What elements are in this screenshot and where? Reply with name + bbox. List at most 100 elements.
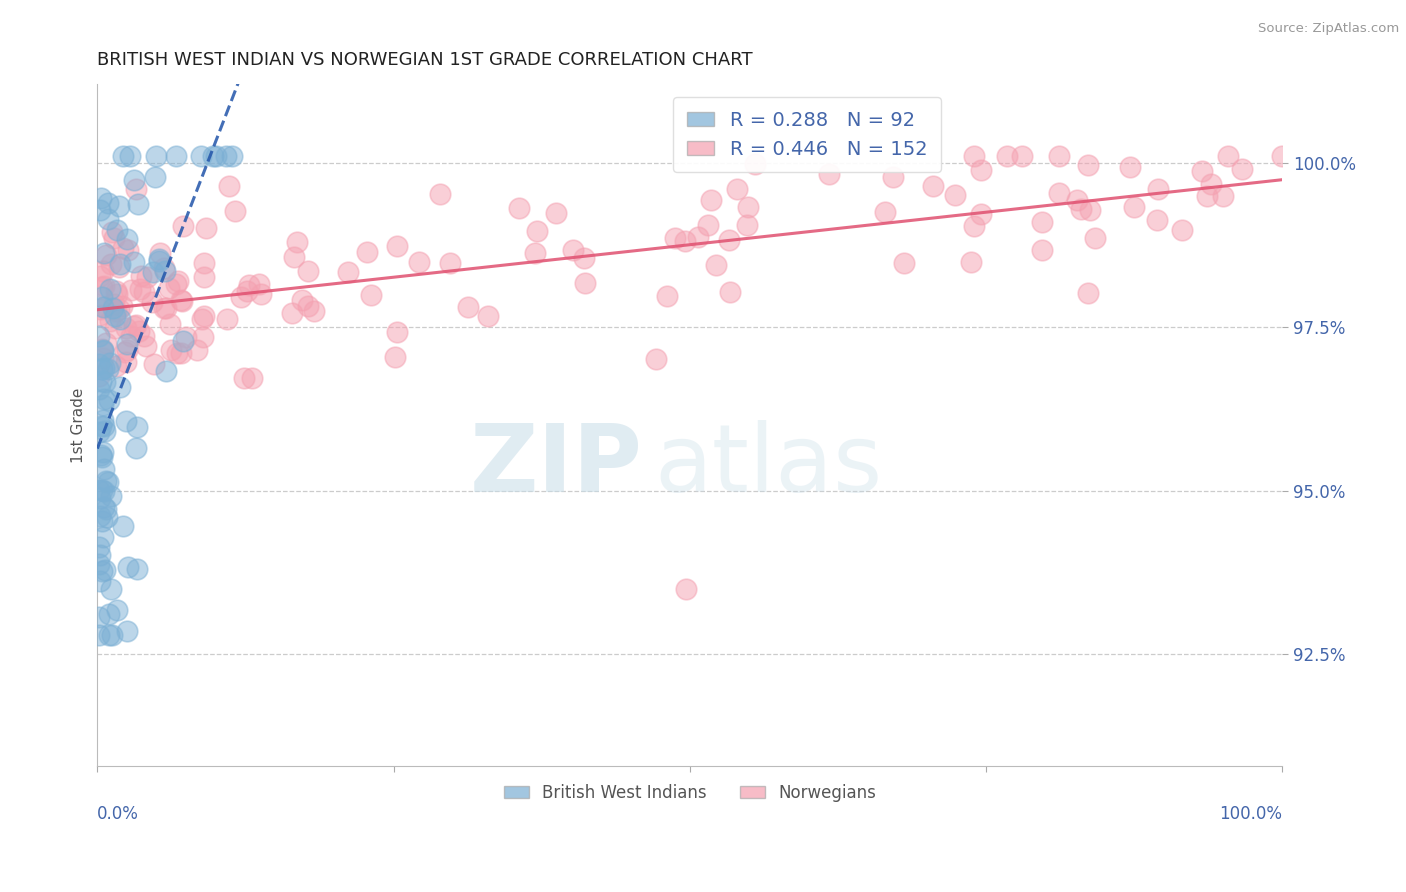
- Point: [1147, 182, 1170, 196]
- Point: [91, 445, 114, 459]
- Point: [170, 293, 193, 307]
- Point: [1212, 188, 1234, 202]
- Point: [190, 311, 212, 326]
- Point: [233, 371, 256, 385]
- Point: [93, 361, 115, 376]
- Point: [218, 179, 240, 194]
- Point: [87, 558, 110, 572]
- Point: [526, 224, 548, 238]
- Point: [700, 193, 723, 207]
- Point: [122, 255, 145, 269]
- Point: [297, 299, 319, 313]
- Point: [101, 301, 124, 316]
- Point: [134, 329, 156, 343]
- Point: [104, 309, 127, 323]
- Point: [1171, 223, 1194, 237]
- Point: [97, 212, 120, 227]
- Point: [673, 234, 696, 248]
- Point: [457, 301, 479, 315]
- Point: [477, 309, 499, 323]
- Point: [224, 204, 246, 219]
- Point: [169, 345, 191, 359]
- Point: [387, 325, 409, 339]
- Point: [90, 418, 112, 433]
- Point: [186, 343, 208, 357]
- Point: [108, 312, 131, 326]
- Point: [1077, 285, 1099, 300]
- Point: [524, 246, 547, 260]
- Point: [893, 256, 915, 270]
- Point: [122, 173, 145, 187]
- Point: [574, 277, 596, 291]
- Point: [735, 218, 758, 232]
- Point: [141, 294, 163, 309]
- Point: [89, 308, 111, 322]
- Point: [105, 303, 128, 318]
- Point: [217, 312, 239, 326]
- Point: [108, 302, 131, 317]
- Point: [215, 149, 238, 163]
- Point: [100, 582, 122, 596]
- Text: 0.0%: 0.0%: [97, 805, 139, 823]
- Point: [1199, 177, 1222, 191]
- Point: [142, 357, 165, 371]
- Point: [718, 233, 741, 247]
- Point: [297, 264, 319, 278]
- Point: [921, 179, 943, 194]
- Point: [89, 302, 111, 317]
- Point: [664, 231, 686, 245]
- Point: [744, 157, 766, 171]
- Point: [1146, 212, 1168, 227]
- Point: [166, 274, 188, 288]
- Point: [135, 339, 157, 353]
- Point: [98, 628, 121, 642]
- Point: [384, 350, 406, 364]
- Point: [995, 149, 1018, 163]
- Point: [193, 269, 215, 284]
- Point: [281, 306, 304, 320]
- Point: [238, 277, 260, 292]
- Point: [247, 277, 270, 291]
- Point: [90, 280, 112, 294]
- Point: [360, 287, 382, 301]
- Point: [94, 300, 117, 314]
- Y-axis label: 1st Grade: 1st Grade: [72, 387, 86, 463]
- Point: [94, 474, 117, 488]
- Point: [725, 182, 748, 196]
- Point: [142, 265, 165, 279]
- Point: [129, 282, 152, 296]
- Point: [1031, 243, 1053, 257]
- Point: [91, 343, 114, 358]
- Point: [87, 628, 110, 642]
- Point: [704, 258, 727, 272]
- Point: [87, 368, 110, 383]
- Point: [1191, 163, 1213, 178]
- Point: [100, 225, 122, 239]
- Point: [87, 357, 110, 371]
- Point: [696, 218, 718, 232]
- Point: [149, 245, 172, 260]
- Point: [117, 560, 139, 574]
- Point: [193, 310, 215, 324]
- Point: [90, 483, 112, 498]
- Point: [87, 425, 110, 439]
- Point: [105, 359, 128, 374]
- Point: [191, 330, 214, 344]
- Point: [159, 318, 181, 332]
- Point: [114, 414, 136, 428]
- Point: [89, 509, 111, 524]
- Point: [1197, 189, 1219, 203]
- Point: [105, 284, 128, 298]
- Point: [91, 515, 114, 529]
- Point: [439, 256, 461, 270]
- Point: [114, 345, 136, 359]
- Point: [91, 398, 114, 412]
- Point: [121, 329, 143, 343]
- Point: [176, 330, 198, 344]
- Point: [108, 257, 131, 271]
- Point: [90, 362, 112, 376]
- Point: [1216, 149, 1239, 163]
- Point: [93, 483, 115, 498]
- Point: [718, 285, 741, 299]
- Point: [93, 564, 115, 578]
